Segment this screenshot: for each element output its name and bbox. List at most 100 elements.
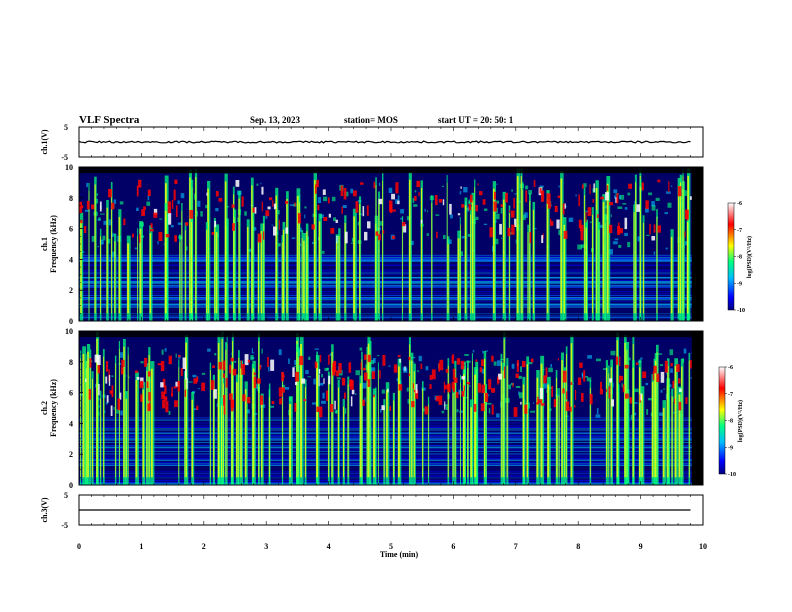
spec2-hot xyxy=(411,401,415,408)
spec1-sferic-core xyxy=(127,243,130,314)
spec1-sferic-core xyxy=(263,223,265,314)
spec2-band xyxy=(79,458,703,460)
ch2-spectrogram-image xyxy=(79,331,703,485)
spec1-hot xyxy=(168,212,172,225)
spec2-sferic-core xyxy=(221,405,223,478)
spec2-hot xyxy=(608,386,611,399)
spec1-hot xyxy=(509,210,511,213)
y-tick-label: 6 xyxy=(69,389,73,398)
spec1-hot xyxy=(402,221,406,227)
spec2-noise xyxy=(459,410,464,413)
spec2-hot xyxy=(168,355,172,365)
spec2-noise xyxy=(197,388,201,390)
spec2-hot xyxy=(461,391,465,397)
spec2-sferic-core xyxy=(674,365,677,478)
spec1-hot xyxy=(563,230,568,239)
spec1-hot xyxy=(165,234,170,238)
spec1-noise xyxy=(467,234,472,237)
spec2-sferic-core xyxy=(639,367,641,478)
spec2-noise xyxy=(396,378,399,382)
spec1-hot xyxy=(150,223,153,229)
spec2-hot xyxy=(173,386,177,389)
spec2-noise xyxy=(313,378,316,385)
spec1-hot xyxy=(108,189,112,198)
spec2-hot xyxy=(574,404,576,408)
spec2-hot xyxy=(600,381,602,391)
spec2-sferic-core xyxy=(191,399,193,478)
spec2-hot xyxy=(503,366,506,379)
spec2-hot xyxy=(480,403,485,412)
spec1-hot xyxy=(330,227,335,234)
spec1-noise xyxy=(414,190,417,193)
spec2-noise xyxy=(587,355,592,359)
spec2-hot xyxy=(333,360,337,372)
spec2-hot xyxy=(611,399,614,407)
spec2-hot xyxy=(111,385,114,398)
spec2-hot xyxy=(551,385,554,397)
spec1-hot xyxy=(91,204,95,210)
spec2-sferic-core xyxy=(231,403,232,478)
spec2-sferic-core xyxy=(347,384,349,478)
spec2-noise xyxy=(519,392,524,399)
x-tick-label: 5 xyxy=(389,542,393,551)
spec2-hot xyxy=(283,374,285,378)
spec2-hot xyxy=(451,356,453,363)
spec2-band xyxy=(79,432,703,434)
spec1-band xyxy=(79,281,703,283)
x-tick-label: 3 xyxy=(264,542,268,551)
spec1-sferic-core xyxy=(94,184,96,314)
spec2-noise xyxy=(520,366,522,372)
spec2-hot xyxy=(259,364,262,370)
spec2-sferic-core xyxy=(261,401,263,478)
spec2-noise xyxy=(261,348,263,354)
spec1-noise xyxy=(599,224,605,228)
spec2-noise xyxy=(116,409,119,414)
spec2-sferic-core xyxy=(411,360,413,478)
ch2-spectrogram-ylabel-freq: Frequency (kHz) xyxy=(49,379,58,437)
spec2-noise xyxy=(464,354,469,356)
colorbar-tick-label: -10 xyxy=(737,308,745,314)
spec2-sferic-core xyxy=(428,404,429,478)
spec2-hot xyxy=(619,356,621,367)
spec2-sferic-core xyxy=(386,389,388,478)
spec1-sferic-core xyxy=(516,176,519,314)
spec1-hot xyxy=(174,235,177,242)
spec1-noise xyxy=(119,201,124,205)
spec2-hot xyxy=(85,378,87,383)
spec2-sferic-core xyxy=(225,349,227,478)
spec1-hot xyxy=(549,221,554,226)
spec2-hot xyxy=(295,371,299,382)
spec2-sferic-core xyxy=(178,367,180,478)
spec2-hot xyxy=(524,404,528,414)
spec1-noise xyxy=(618,244,622,248)
spec2-hot xyxy=(335,370,339,377)
spec1-noise xyxy=(256,183,259,186)
spec2-sferic-core xyxy=(304,387,306,478)
spec2-noise xyxy=(319,382,324,386)
spec2-band xyxy=(79,459,703,460)
spec1-hot xyxy=(657,225,661,233)
spec2-band xyxy=(79,433,703,435)
spec2-hot xyxy=(314,361,318,369)
spec1-hot xyxy=(353,190,357,197)
spec1-noise xyxy=(450,214,453,219)
spec2-hot xyxy=(161,391,165,400)
spec1-noise xyxy=(265,214,268,219)
spec2-hot xyxy=(364,354,367,360)
spec2-sferic-core xyxy=(86,361,88,478)
spec2-hot xyxy=(139,381,144,389)
spec2-hot xyxy=(452,368,456,380)
spec1-noise xyxy=(435,214,440,216)
spec1-hot xyxy=(252,207,256,213)
spec2-band xyxy=(79,438,703,440)
ch3-waveform-ylabel: ch.3(V) xyxy=(40,497,49,522)
spec2-sferic-core xyxy=(422,388,424,478)
spec1-hot xyxy=(581,184,584,189)
spec2-hot xyxy=(513,407,518,417)
spec2-noise xyxy=(175,353,177,358)
spec2-hot xyxy=(213,389,217,399)
spec2-hot xyxy=(165,401,169,413)
spec2-noise xyxy=(321,374,323,378)
spec2-band xyxy=(79,476,703,477)
spec1-hot xyxy=(278,219,280,230)
